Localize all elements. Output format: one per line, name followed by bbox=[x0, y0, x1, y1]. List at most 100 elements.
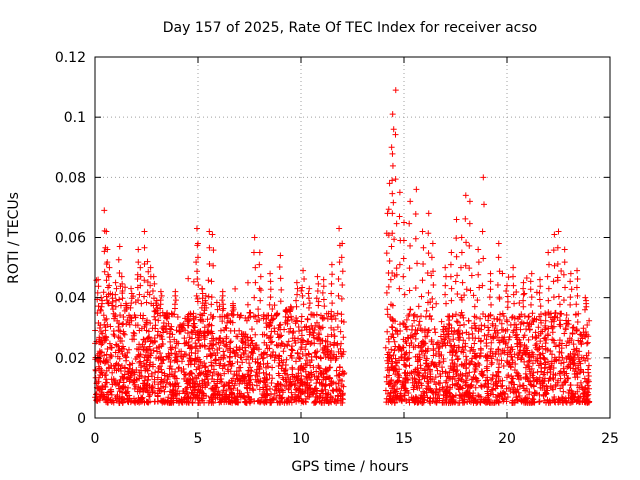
data-point bbox=[117, 368, 124, 375]
data-point bbox=[303, 362, 310, 369]
data-point bbox=[317, 354, 324, 361]
data-point bbox=[299, 351, 306, 358]
data-point bbox=[121, 397, 128, 404]
data-point bbox=[105, 300, 112, 307]
data-point bbox=[520, 385, 527, 392]
data-point bbox=[116, 395, 123, 402]
data-point bbox=[313, 380, 320, 387]
data-point bbox=[518, 398, 525, 405]
data-point bbox=[196, 370, 203, 377]
data-point bbox=[131, 385, 138, 392]
data-point bbox=[480, 311, 487, 318]
data-point bbox=[397, 328, 404, 335]
data-point bbox=[547, 310, 554, 317]
data-point bbox=[213, 341, 220, 348]
data-point bbox=[170, 387, 177, 394]
data-point bbox=[145, 328, 152, 335]
data-point bbox=[438, 337, 445, 344]
data-point bbox=[244, 301, 251, 308]
data-point bbox=[271, 357, 278, 364]
data-point bbox=[314, 387, 321, 394]
data-point bbox=[504, 351, 511, 358]
data-point bbox=[477, 315, 484, 322]
data-point bbox=[491, 327, 498, 334]
data-point bbox=[109, 298, 116, 305]
data-point bbox=[524, 399, 531, 406]
data-point bbox=[120, 313, 127, 320]
data-point bbox=[242, 398, 249, 405]
data-point bbox=[126, 392, 133, 399]
data-point bbox=[454, 272, 461, 279]
data-point bbox=[311, 340, 318, 347]
data-point bbox=[249, 386, 256, 393]
data-point bbox=[504, 298, 511, 305]
data-point bbox=[112, 349, 119, 356]
data-point bbox=[515, 372, 522, 379]
data-point bbox=[555, 396, 562, 403]
data-point bbox=[115, 320, 122, 327]
data-point bbox=[536, 313, 543, 320]
data-point bbox=[164, 376, 171, 383]
data-point bbox=[338, 382, 345, 389]
data-point bbox=[203, 353, 210, 360]
data-point bbox=[295, 335, 302, 342]
data-point bbox=[433, 300, 440, 307]
data-point bbox=[458, 361, 465, 368]
data-point bbox=[223, 325, 230, 332]
data-point bbox=[255, 397, 262, 404]
data-point bbox=[339, 282, 346, 289]
data-point bbox=[396, 374, 403, 381]
data-point bbox=[227, 317, 234, 324]
data-point bbox=[471, 361, 478, 368]
data-point bbox=[278, 395, 285, 402]
data-point bbox=[128, 370, 135, 377]
data-point bbox=[334, 386, 341, 393]
data-point bbox=[262, 397, 269, 404]
data-point bbox=[121, 307, 128, 314]
data-point bbox=[463, 329, 470, 336]
data-point bbox=[98, 303, 105, 310]
data-point bbox=[420, 394, 427, 401]
data-point bbox=[313, 374, 320, 381]
data-point bbox=[299, 284, 306, 291]
data-point bbox=[412, 285, 419, 292]
data-point bbox=[214, 350, 221, 357]
data-point bbox=[535, 362, 542, 369]
data-point bbox=[500, 313, 507, 320]
data-point bbox=[328, 324, 335, 331]
data-point bbox=[102, 372, 109, 379]
data-point bbox=[501, 347, 508, 354]
data-point bbox=[385, 381, 392, 388]
data-point bbox=[157, 332, 164, 339]
data-point bbox=[451, 343, 458, 350]
data-point bbox=[274, 310, 281, 317]
data-point bbox=[416, 318, 423, 325]
data-point bbox=[555, 357, 562, 364]
data-point bbox=[208, 301, 215, 308]
data-point bbox=[114, 391, 121, 398]
data-point bbox=[168, 397, 175, 404]
data-point bbox=[445, 374, 452, 381]
data-point bbox=[406, 287, 413, 294]
data-point bbox=[584, 339, 591, 346]
data-point bbox=[533, 378, 540, 385]
data-point bbox=[419, 277, 426, 284]
data-point bbox=[257, 297, 264, 304]
data-point bbox=[300, 301, 307, 308]
data-point bbox=[512, 361, 519, 368]
data-point bbox=[195, 358, 202, 365]
data-point bbox=[439, 399, 446, 406]
data-point bbox=[559, 354, 566, 361]
data-point bbox=[192, 350, 199, 357]
data-point bbox=[420, 260, 427, 267]
data-point bbox=[458, 249, 465, 256]
data-point bbox=[407, 306, 414, 313]
data-point bbox=[174, 353, 181, 360]
data-point bbox=[209, 372, 216, 379]
data-point bbox=[201, 307, 208, 314]
data-point bbox=[263, 364, 270, 371]
data-point bbox=[415, 303, 422, 310]
data-point bbox=[256, 370, 263, 377]
data-point bbox=[278, 286, 285, 293]
data-point bbox=[95, 363, 102, 370]
